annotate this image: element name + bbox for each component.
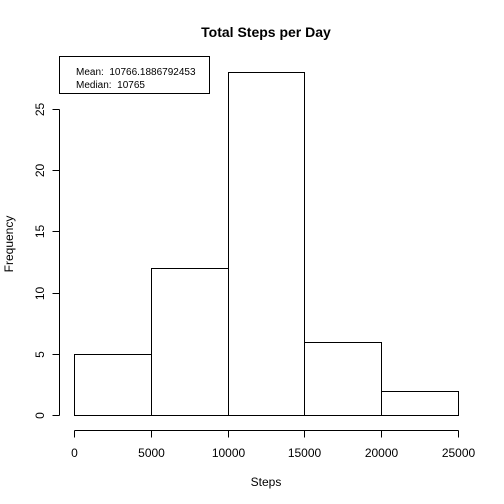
histogram-bar-3 [304,342,382,416]
legend: Mean: 10766.1886792453 Median: 10765 [59,56,210,94]
y-axis: 0 5 10 15 20 25 [33,103,60,419]
x-axis: 0 5000 10000 15000 20000 25000 [71,430,476,460]
y-tick-label: 0 [33,412,47,419]
x-tick-label: 20000 [365,446,399,460]
x-tick-label: 0 [71,446,78,460]
y-tick-label: 10 [33,287,47,301]
legend-entry-median: Median: 10765 [76,80,145,91]
histogram-bar-1 [151,268,229,416]
y-tick-label: 15 [33,225,47,239]
y-tick-label: 25 [33,103,47,117]
bars-group [74,72,459,416]
histogram-bar-2 [228,72,305,416]
histogram-bar-4 [381,391,459,416]
legend-box [59,56,210,94]
x-axis-label: Steps [251,475,282,489]
x-tick-label: 5000 [138,446,165,460]
chart-title: Total Steps per Day [201,24,331,40]
legend-entry-mean: Mean: 10766.1886792453 [76,67,196,78]
x-tick-label: 10000 [212,446,246,460]
histogram-bar-0 [74,354,152,416]
y-tick-label: 20 [33,164,47,178]
y-tick-label: 5 [33,351,47,358]
x-tick-label: 15000 [288,446,322,460]
y-axis-label: Frequency [2,216,16,273]
x-tick-label: 25000 [442,446,476,460]
